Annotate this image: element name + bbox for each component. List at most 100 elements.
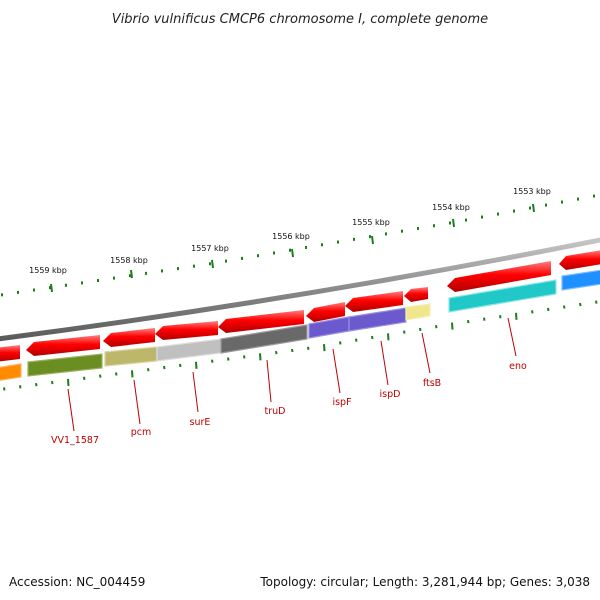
inner-minor-tick: [179, 363, 182, 368]
inner-minor-tick: [163, 365, 166, 370]
inner-minor-tick: [435, 325, 438, 329]
forward-gene-arrow: [559, 250, 600, 270]
inner-major-tick: [323, 344, 326, 352]
genome-backbone: [0, 237, 600, 342]
kbp-label-1554: 1554 kbp: [432, 203, 470, 212]
kbp-label-1553: 1553 kbp: [513, 187, 551, 196]
gene-label-trud: truD: [265, 406, 286, 417]
gene-block-sure: [156, 338, 222, 362]
map-title: Vibrio vulnificus CMCP6 chromosome I, co…: [112, 12, 488, 27]
leader-ispf: [332, 348, 341, 394]
kbp-tick-1559: [50, 283, 53, 293]
gene-label-ftsb: ftsB: [423, 378, 441, 389]
inner-major-tick: [131, 370, 134, 378]
gene-block-ftsb: [405, 303, 431, 321]
leader-pcm: [133, 379, 141, 425]
kbp-labels: 1559 kbp 1558 kbp 1557 kbp 1556 kbp 1555…: [29, 187, 551, 275]
leader-eno: [507, 317, 517, 357]
forward-gene-arrow: [155, 321, 218, 340]
kbp-tick-1558: [130, 269, 133, 279]
forward-gene-arrow: [26, 335, 100, 356]
inner-minor-tick: [499, 315, 502, 319]
inner-minor-tick: [51, 380, 54, 385]
kbp-tick-1555: [371, 235, 374, 245]
inner-minor-tick: [147, 368, 150, 372]
gene-block-trud: [220, 324, 308, 354]
gene-label-leaders: [67, 317, 517, 432]
leader-sure: [192, 371, 199, 413]
kbp-minor-ticks: [1, 194, 595, 297]
inner-minor-tick: [3, 387, 6, 391]
leader-trud: [266, 359, 272, 403]
inner-minor-tick: [467, 319, 470, 324]
inner-minor-tick: [291, 348, 294, 353]
inner-minor-tick: [419, 327, 422, 332]
inner-minor-tick: [99, 374, 102, 378]
inner-minor-tick: [211, 359, 214, 363]
named-gene-blocks: [0, 269, 600, 381]
gene-block-vv1-1587: [27, 353, 103, 377]
gene-block-pcm: [104, 346, 158, 367]
forward-gene-arrow: [345, 291, 403, 312]
gene-label-ispf: ispF: [332, 397, 351, 408]
kbp-label-1556: 1556 kbp: [272, 232, 310, 241]
topology-text: Topology: circular; Length: 3,281,944 bp…: [259, 575, 590, 589]
forward-gene-arrow: [218, 310, 304, 333]
gene-label-sure: surE: [190, 417, 211, 428]
inner-minor-ticks: [3, 300, 598, 391]
inner-major-tick: [195, 361, 198, 369]
inner-minor-tick: [339, 341, 342, 345]
inner-major-tick: [67, 378, 70, 386]
forward-gene-arrow: [0, 345, 20, 362]
inner-minor-tick: [483, 317, 486, 321]
inner-major-tick: [515, 312, 518, 320]
gene-label-ispd: ispD: [380, 389, 401, 400]
kbp-label-1558: 1558 kbp: [110, 256, 148, 265]
gene-label-vv1-1587: VV1_1587: [51, 435, 99, 446]
kbp-label-1555: 1555 kbp: [352, 218, 390, 227]
forward-gene-arrow: [447, 261, 551, 292]
kbp-label-1559: 1559 kbp: [29, 266, 67, 275]
inner-major-tick: [387, 333, 390, 341]
forward-gene-arrow: [404, 287, 428, 302]
kbp-tick-1557: [211, 259, 214, 269]
gene-label-pcm: pcm: [131, 427, 152, 438]
inner-minor-tick: [547, 307, 550, 312]
inner-minor-tick: [83, 376, 86, 380]
inner-minor-tick: [579, 302, 582, 307]
forward-gene-arrow: [103, 328, 155, 347]
gene-block-unnamed-left: [0, 363, 22, 381]
inner-minor-tick: [243, 355, 246, 359]
accession-text: Accession: NC_004459: [9, 575, 145, 589]
kbp-tick-1553: [532, 203, 535, 213]
gene-label-eno: eno: [509, 361, 527, 372]
leader-ftsb: [421, 332, 431, 374]
gene-labels: VV1_1587 pcm surE truD ispF ispD ftsB en…: [51, 361, 527, 446]
inner-minor-tick: [563, 305, 566, 309]
gene-block-ispd: [348, 307, 407, 332]
kbp-tick-1556: [291, 248, 294, 258]
inner-minor-tick: [275, 350, 278, 355]
inner-minor-tick: [531, 310, 534, 314]
inner-major-tick: [259, 353, 262, 361]
inner-minor-tick: [371, 335, 374, 340]
kbp-label-1557: 1557 kbp: [191, 244, 229, 253]
inner-minor-tick: [115, 372, 118, 376]
kbp-major-ticks: [50, 203, 535, 293]
inner-minor-tick: [19, 385, 22, 389]
inner-minor-tick: [403, 330, 406, 334]
inner-major-tick: [451, 322, 454, 330]
inner-minor-tick: [595, 300, 598, 304]
leader-ispd: [380, 340, 389, 386]
gene-block-unnamed-right: [561, 269, 600, 291]
inner-minor-tick: [35, 383, 38, 387]
leader-vv1-1587: [67, 388, 75, 432]
forward-gene-arrow: [306, 302, 345, 322]
forward-strand-genes: [0, 250, 600, 362]
inner-minor-tick: [227, 357, 230, 361]
kbp-tick-1554: [452, 218, 455, 228]
inner-minor-tick: [307, 346, 310, 350]
inner-minor-tick: [355, 338, 358, 342]
gene-block-eno: [448, 279, 557, 313]
